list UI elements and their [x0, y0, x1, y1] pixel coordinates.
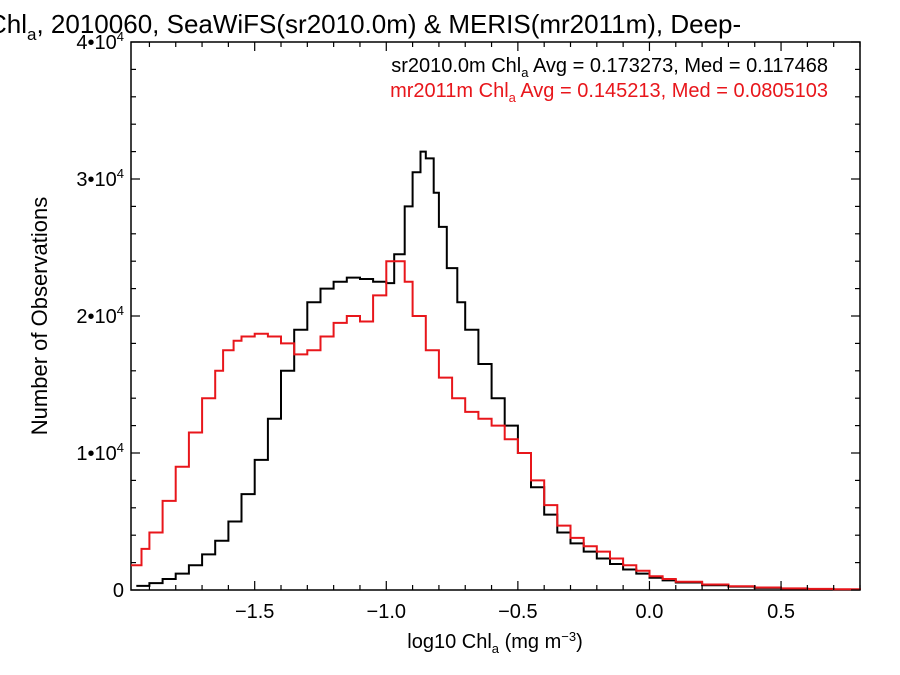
- x-axis-label: log10 Chla (mg m−3): [407, 629, 582, 656]
- y-tick-label: 2•104: [76, 303, 124, 328]
- legend-sr2010-pre: sr2010.0m Chl: [391, 55, 521, 77]
- y-tick-label-base: 4•10: [76, 32, 116, 54]
- y-tick-label: 0: [113, 580, 124, 602]
- x-tick-label: 0.0: [636, 601, 664, 623]
- x-axis-label-mid: (mg m: [499, 631, 561, 653]
- y-tick-label-base: 0: [113, 580, 124, 602]
- y-tick-label-exp: 4: [117, 166, 124, 181]
- x-axis-label-sup: −3: [561, 629, 576, 644]
- y-tick-label-exp: 4: [117, 29, 124, 44]
- series-line-mr2011: [131, 260, 861, 591]
- legend-mr2011-sub: a: [509, 90, 517, 105]
- chart-title-pre: Chl: [0, 9, 27, 39]
- x-axis-label-sub: a: [492, 641, 500, 656]
- legend-sr2010-post: Avg = 0.173273, Med = 0.117468: [528, 55, 828, 77]
- legend-entry-mr2011: mr2011m Chla Avg = 0.145213, Med = 0.080…: [390, 80, 828, 105]
- legend-mr2011-post: Avg = 0.145213, Med = 0.0805103: [516, 80, 828, 102]
- series-layer: [131, 150, 861, 591]
- y-tick-label-exp: 4: [117, 303, 124, 318]
- y-tick-label-base: 3•10: [76, 169, 116, 191]
- x-tick-label: −0.5: [498, 601, 537, 623]
- chart-title-sub: a: [27, 25, 37, 44]
- x-tick-label: −1.0: [367, 601, 406, 623]
- chart-title: Chla, 2010060, SeaWiFS(sr2010.0m) & MERI…: [0, 9, 741, 44]
- series-line-sr2010: [136, 150, 861, 591]
- chart-title-post: , 2010060, SeaWiFS(sr2010.0m) & MERIS(mr…: [36, 9, 741, 39]
- x-tick-label: −1.5: [235, 601, 274, 623]
- y-tick-label-base: 2•10: [76, 306, 116, 328]
- y-tick-label: 3•104: [76, 166, 124, 191]
- y-tick-label: 1•104: [76, 440, 124, 465]
- legend-mr2011-pre: mr2011m Chl: [390, 80, 509, 102]
- plot-frame: [130, 41, 861, 591]
- x-axis-ticks: −1.5 −1.0 −0.5 0.0 0.5: [148, 42, 861, 623]
- x-tick-label: 0.5: [767, 601, 795, 623]
- y-axis-label: Number of Observations: [27, 197, 52, 435]
- y-tick-label: 4•104: [76, 29, 124, 54]
- legend-entry-sr2010: sr2010.0m Chla Avg = 0.173273, Med = 0.1…: [391, 55, 828, 80]
- y-tick-label-exp: 4: [117, 440, 124, 455]
- x-axis-label-pre: log10 Chl: [407, 631, 492, 653]
- legend-sr2010-sub: a: [521, 65, 529, 80]
- x-axis-label-post: ): [576, 631, 583, 653]
- y-tick-label-base: 1•10: [76, 443, 116, 465]
